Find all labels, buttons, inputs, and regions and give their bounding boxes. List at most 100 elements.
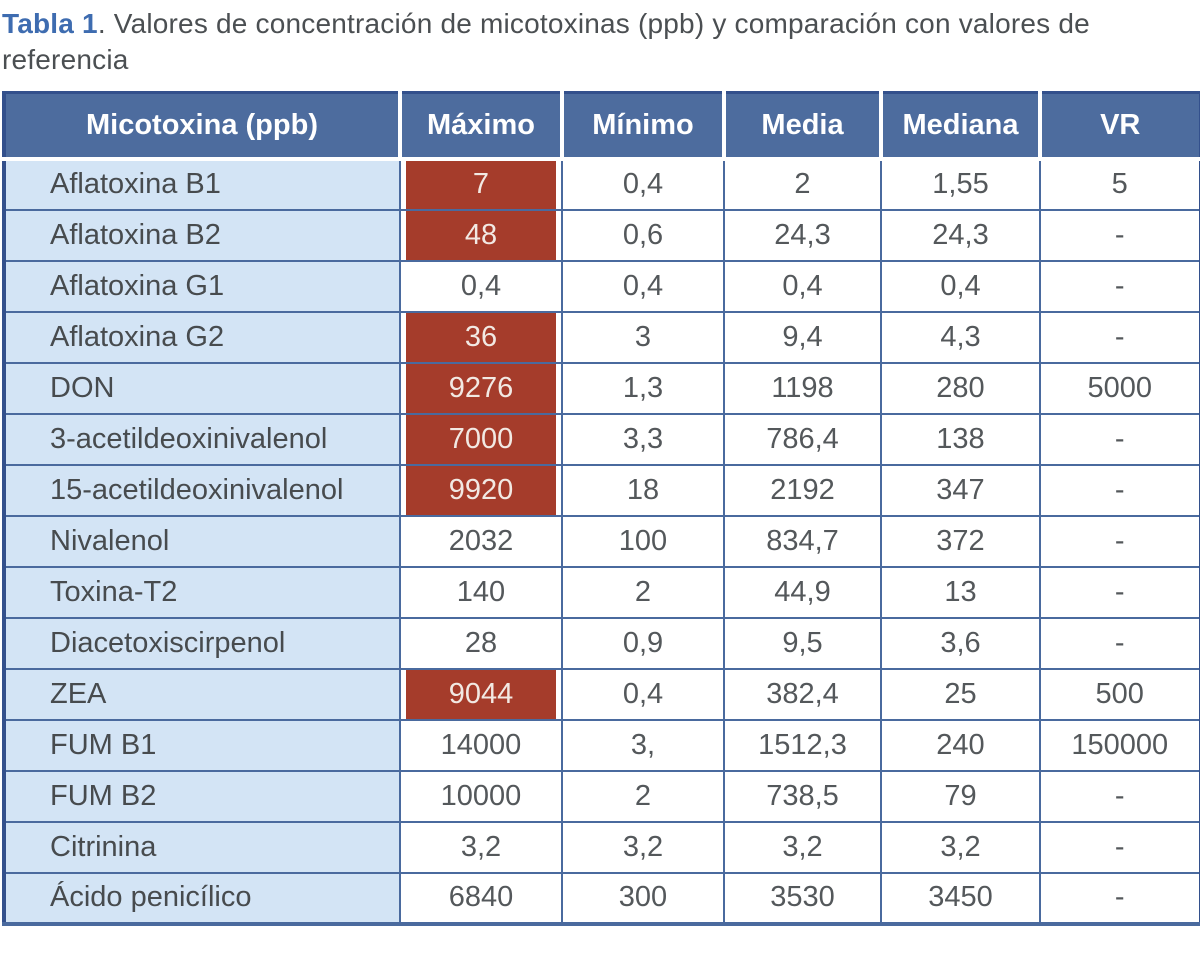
table-row: Aflatoxina G1 0,4 0,4 0,4 0,4 -: [3, 259, 1200, 313]
cell-value: 372: [936, 524, 985, 557]
cell-value: 10000: [440, 779, 522, 812]
cell-value: 240: [936, 728, 985, 761]
table-row: Aflatoxina B2 48 0,6 24,3 24,3 -: [3, 208, 1200, 262]
mycotoxin-name-cell: 15-acetildeoxinivalenol: [3, 463, 401, 517]
cell-value: 24,3: [932, 218, 989, 251]
vr-cell: -: [1039, 871, 1200, 925]
maximo-cell: 10000: [399, 769, 563, 823]
cell-value: 150000: [1071, 728, 1169, 761]
vr-cell: -: [1039, 259, 1200, 313]
vr-cell: -: [1039, 616, 1200, 670]
vr-cell: 150000: [1039, 718, 1200, 772]
vr-cell: 5000: [1039, 361, 1200, 415]
cell-value: 2192: [770, 473, 835, 506]
cell-value: 0,4: [622, 677, 664, 710]
minimo-cell: 3,3: [561, 412, 725, 466]
cell-value: 25: [944, 677, 977, 710]
cell-value: 9,5: [782, 626, 823, 659]
cell-value: 3,2: [460, 830, 502, 863]
cell-value: 300: [618, 881, 668, 913]
table-row: FUM B1 14000 3, 1512,3 240 150000: [3, 718, 1200, 772]
cell-value: 28: [464, 626, 498, 659]
table-row: 15-acetildeoxinivalenol 9920 18 2192 347 -: [3, 463, 1200, 517]
mediana-cell: 24,3: [880, 208, 1041, 262]
column-header-0: Micotoxina (ppb): [4, 92, 400, 161]
cell-value: 13: [944, 575, 977, 608]
mycotoxin-name-cell: Aflatoxina G1: [3, 259, 401, 313]
mycotoxin-name-cell: Aflatoxina B2: [3, 208, 401, 262]
cell-value: -: [1114, 626, 1125, 659]
cell-value: 3,: [630, 728, 656, 761]
mycotoxin-name-cell: Aflatoxina B1: [3, 157, 401, 211]
maximo-cell: 9044: [399, 667, 563, 721]
minimo-cell: 3,: [561, 718, 725, 772]
cell-value: 1,3: [622, 371, 664, 404]
mycotoxin-name-cell: Aflatoxina G2: [3, 310, 401, 364]
mycotoxin-name-cell: DON: [3, 361, 401, 415]
maximo-cell: 7: [399, 157, 563, 211]
maximo-cell: 9276: [399, 361, 563, 415]
cell-value: 0,4: [622, 168, 664, 200]
table-caption: Tabla 1. Valores de concentración de mic…: [2, 6, 1198, 78]
mycotoxin-table: Micotoxina (ppb) Máximo Mínimo Media Mediana…: [2, 91, 1200, 926]
minimo-cell: 0,4: [561, 157, 725, 211]
table-row: Aflatoxina B1 7 0,4 2 1,55 5: [3, 157, 1200, 211]
table-header-row: Micotoxina (ppb) Máximo Mínimo Media Mediana…: [4, 92, 1200, 161]
cell-value: 2: [634, 779, 652, 812]
cell-value: 834,7: [766, 524, 839, 557]
table-row: FUM B2 10000 2 738,5 79 -: [3, 769, 1200, 823]
media-cell: 738,5: [723, 769, 882, 823]
media-cell: 382,4: [723, 667, 882, 721]
media-cell: 1512,3: [723, 718, 882, 772]
media-cell: 44,9: [723, 565, 882, 619]
cell-value: 280: [936, 371, 985, 404]
media-cell: 1198: [723, 361, 882, 415]
mediana-cell: 372: [880, 514, 1041, 568]
cell-value: 1,55: [932, 168, 989, 200]
cell-value: 786,4: [766, 422, 839, 455]
cell-value: 0,4: [622, 269, 664, 302]
cell-value: 1512,3: [758, 728, 847, 761]
table-row: Aflatoxina G2 36 3 9,4 4,3 -: [3, 310, 1200, 364]
cell-value: 3,2: [622, 830, 664, 863]
highlighted-value: 7: [406, 160, 556, 208]
cell-value: 382,4: [766, 677, 839, 710]
mycotoxin-name-cell: ZEA: [3, 667, 401, 721]
media-cell: 3,2: [723, 820, 882, 874]
table-row: Citrinina 3,2 3,2 3,2 3,2 -: [3, 820, 1200, 874]
mediana-cell: 3,2: [880, 820, 1041, 874]
minimo-cell: 100: [561, 514, 725, 568]
minimo-cell: 0,4: [561, 667, 725, 721]
mediana-cell: 1,55: [880, 157, 1041, 211]
media-cell: 2192: [723, 463, 882, 517]
cell-value: -: [1114, 779, 1125, 812]
mycotoxin-name-cell: Nivalenol: [3, 514, 401, 568]
cell-value: -: [1114, 830, 1125, 863]
column-header-3: Media: [722, 92, 881, 161]
mycotoxin-name-cell: Diacetoxiscirpenol: [3, 616, 401, 670]
minimo-cell: 2: [561, 769, 725, 823]
mediana-cell: 280: [880, 361, 1041, 415]
mycotoxin-name-cell: Ácido penicílico: [3, 871, 401, 925]
caption-text: . Valores de concentración de micotoxina…: [2, 8, 1090, 75]
highlighted-value: 9920: [406, 466, 556, 514]
column-header-5: VR: [1038, 92, 1200, 161]
cell-value: 4,3: [940, 320, 981, 353]
column-header-4: Mediana: [879, 92, 1040, 161]
table-row: Ácido penicílico 6840 300 3530 3450 -: [3, 871, 1200, 925]
maximo-cell: 36: [399, 310, 563, 364]
mycotoxin-name-cell: 3-acetildeoxinivalenol: [3, 412, 401, 466]
cell-value: -: [1114, 269, 1125, 302]
cell-value: -: [1114, 881, 1125, 913]
cell-value: -: [1114, 473, 1125, 506]
cell-value: -: [1114, 575, 1125, 608]
minimo-cell: 0,4: [561, 259, 725, 313]
maximo-cell: 9920: [399, 463, 563, 517]
cell-value: 0,4: [460, 269, 502, 302]
cell-value: 24,3: [774, 218, 831, 251]
media-cell: 9,5: [723, 616, 882, 670]
mycotoxin-name-cell: FUM B2: [3, 769, 401, 823]
cell-value: 3450: [928, 881, 993, 913]
page: Tabla 1. Valores de concentración de mic…: [0, 6, 1200, 926]
maximo-cell: 48: [399, 208, 563, 262]
